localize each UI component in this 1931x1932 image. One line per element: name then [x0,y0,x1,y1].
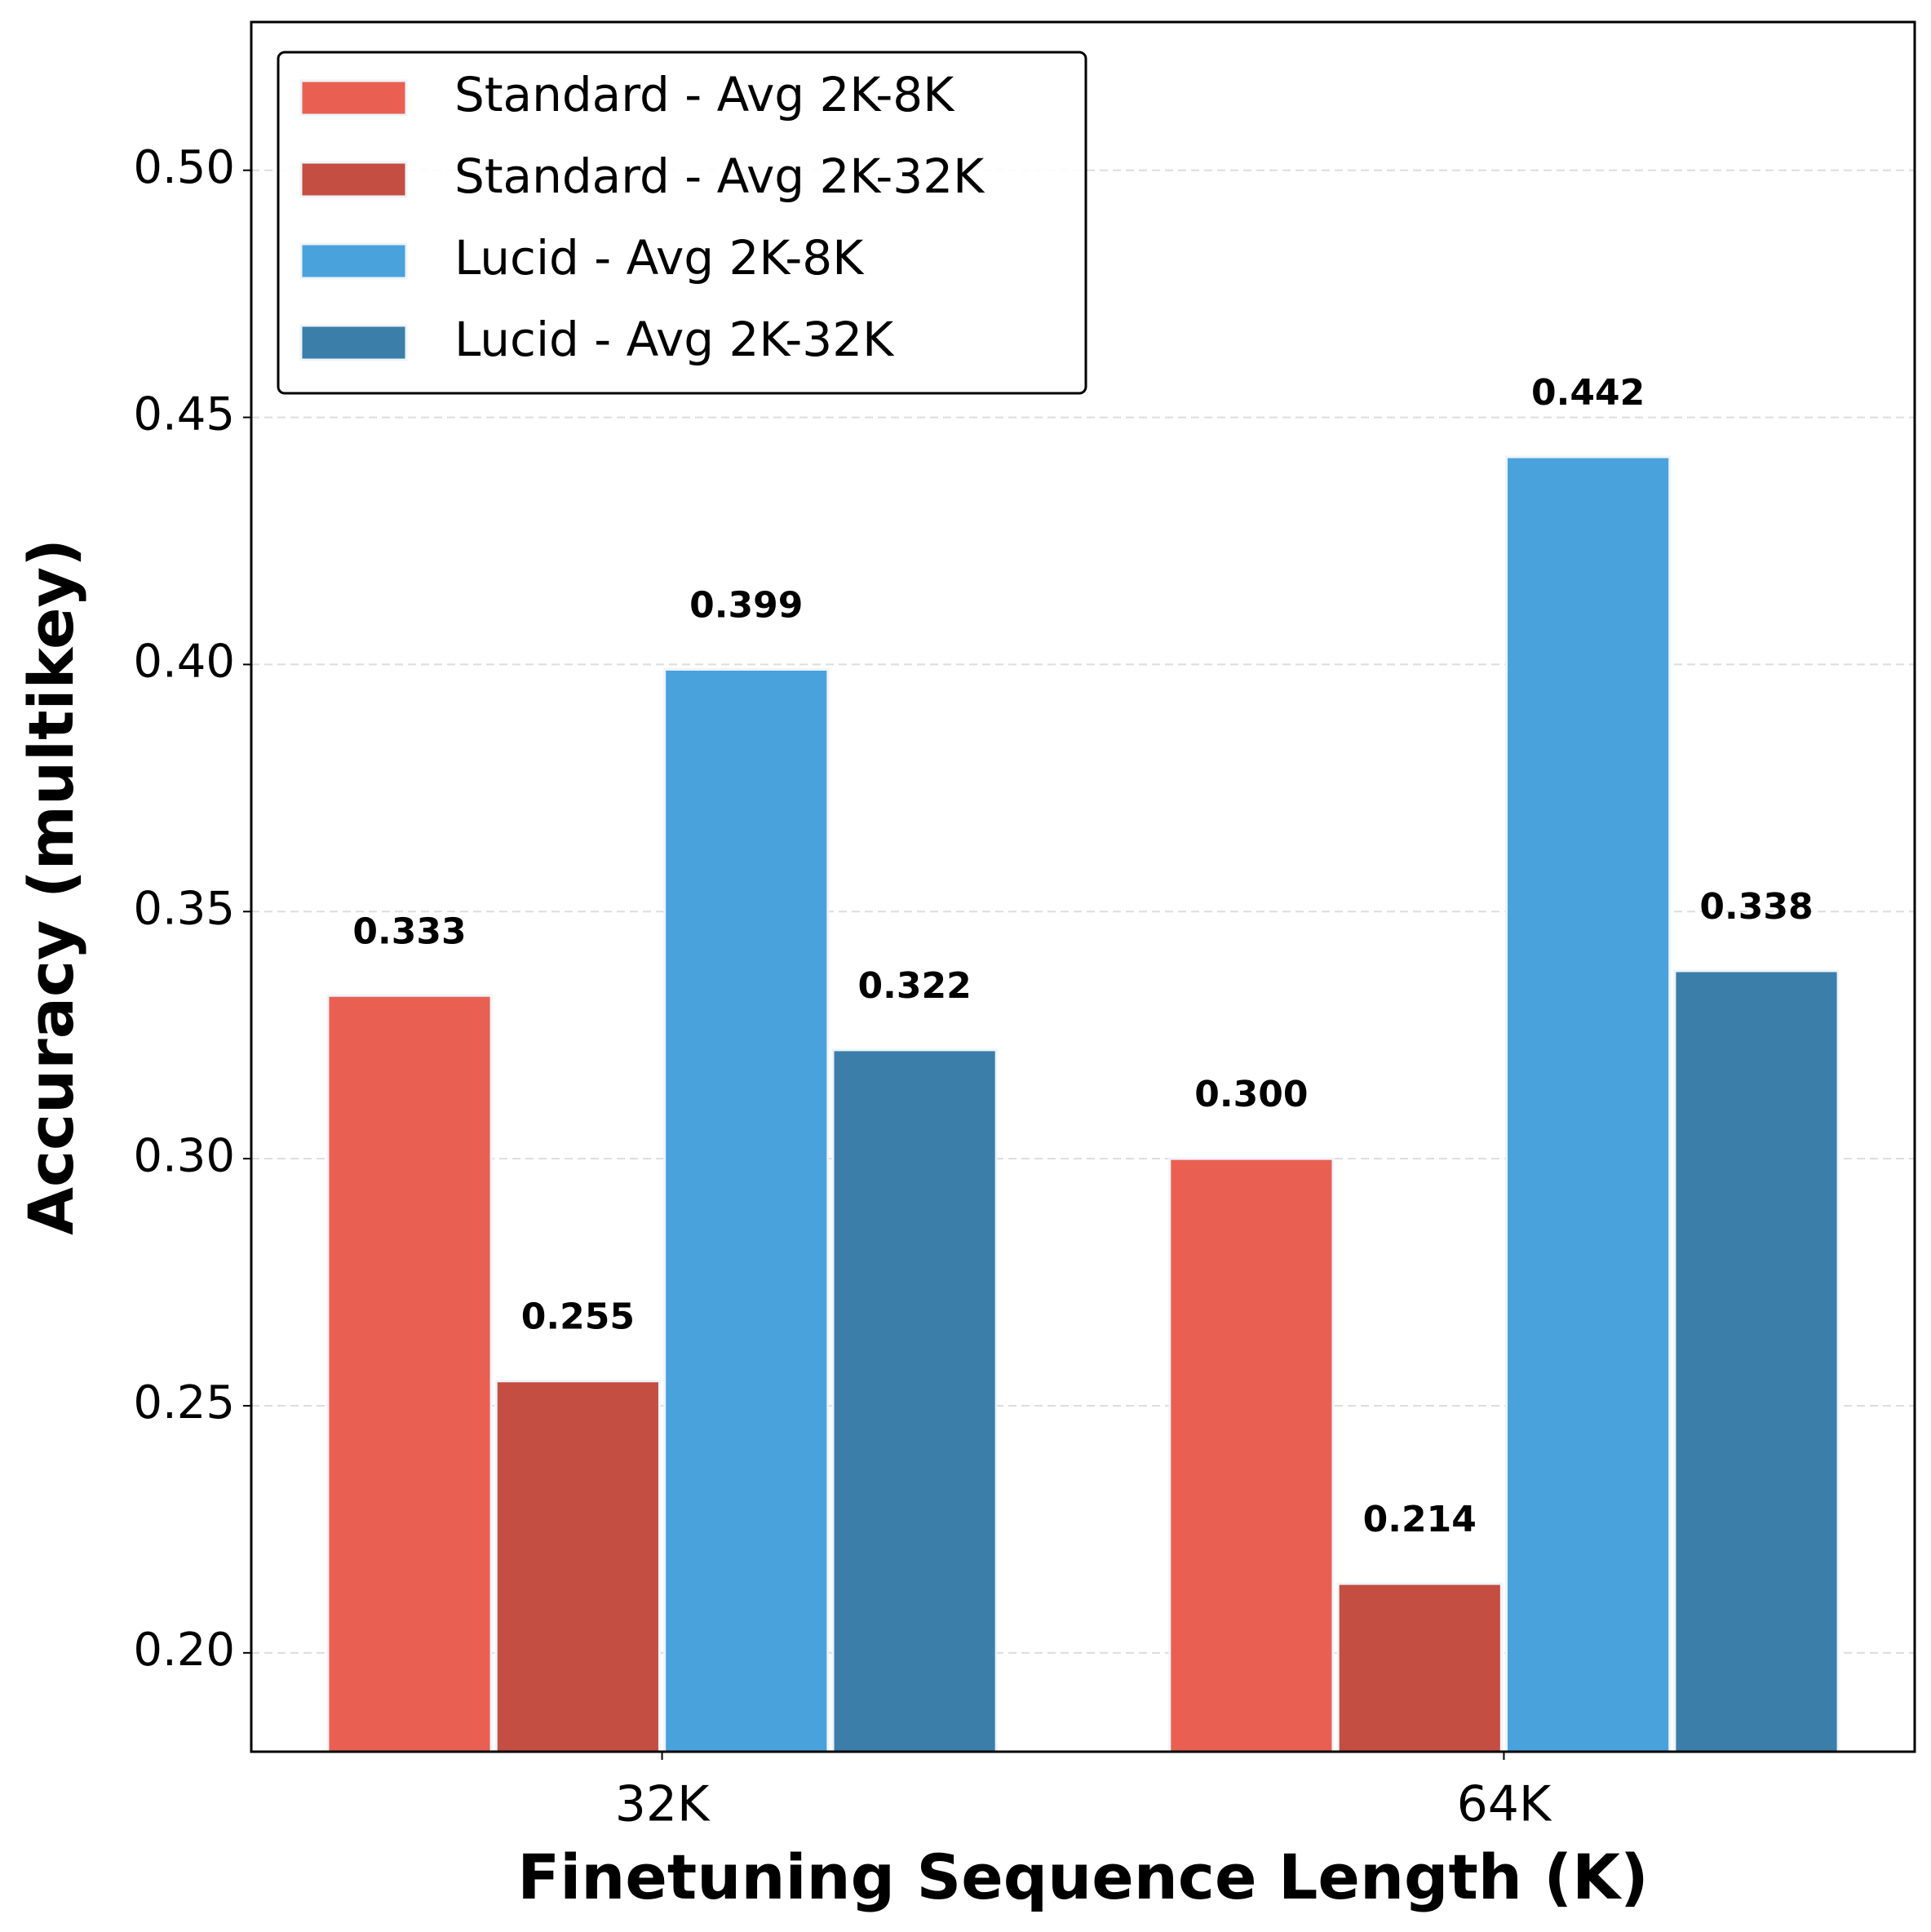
plot-frame [250,20,1916,1753]
value-label: 0.338 [1699,886,1813,928]
legend-label: Lucid - Avg 2K-8K [454,230,865,286]
legend-label: Standard - Avg 2K-8K [454,67,955,122]
x-tick-label: 32K [615,1776,711,1833]
bar [1336,1582,1503,1753]
legend-swatch [299,79,408,117]
bar [1505,455,1672,1753]
legend-swatch [299,324,408,361]
value-label: 0.300 [1194,1074,1308,1115]
value-label: 0.442 [1531,372,1645,414]
bar [831,1048,998,1753]
y-tick-label: 0.40 [133,636,235,689]
x-tick-label: 64K [1457,1776,1552,1833]
y-tick-label: 0.50 [133,141,235,194]
y-tick-label: 0.45 [133,388,235,441]
value-label: 0.255 [521,1296,635,1338]
bar [1168,1157,1335,1753]
legend-label: Standard - Avg 2K-32K [454,148,985,204]
bar [494,1380,661,1753]
value-label: 0.322 [858,965,972,1007]
legend-frame [277,51,1087,395]
y-axis-label: Accuracy (multikey) [15,538,87,1235]
y-tick-label: 0.30 [133,1129,235,1182]
y-tick-label: 0.20 [133,1624,235,1677]
legend-swatch [299,242,408,280]
y-tick-label: 0.25 [133,1376,235,1429]
y-tick-label: 0.35 [133,882,235,935]
bar [663,667,830,1753]
x-axis-label: Finetuning Sequence Length (K) [517,1841,1648,1913]
value-label: 0.333 [352,911,466,952]
value-label: 0.214 [1363,1499,1477,1540]
legend-swatch [299,161,408,198]
value-label: 0.399 [689,584,803,626]
legend: Standard - Avg 2K-8K Standard - Avg 2K-32… [277,51,1087,395]
bar [326,994,493,1753]
legend-label: Lucid - Avg 2K-32K [454,312,895,367]
bar [1673,969,1840,1753]
